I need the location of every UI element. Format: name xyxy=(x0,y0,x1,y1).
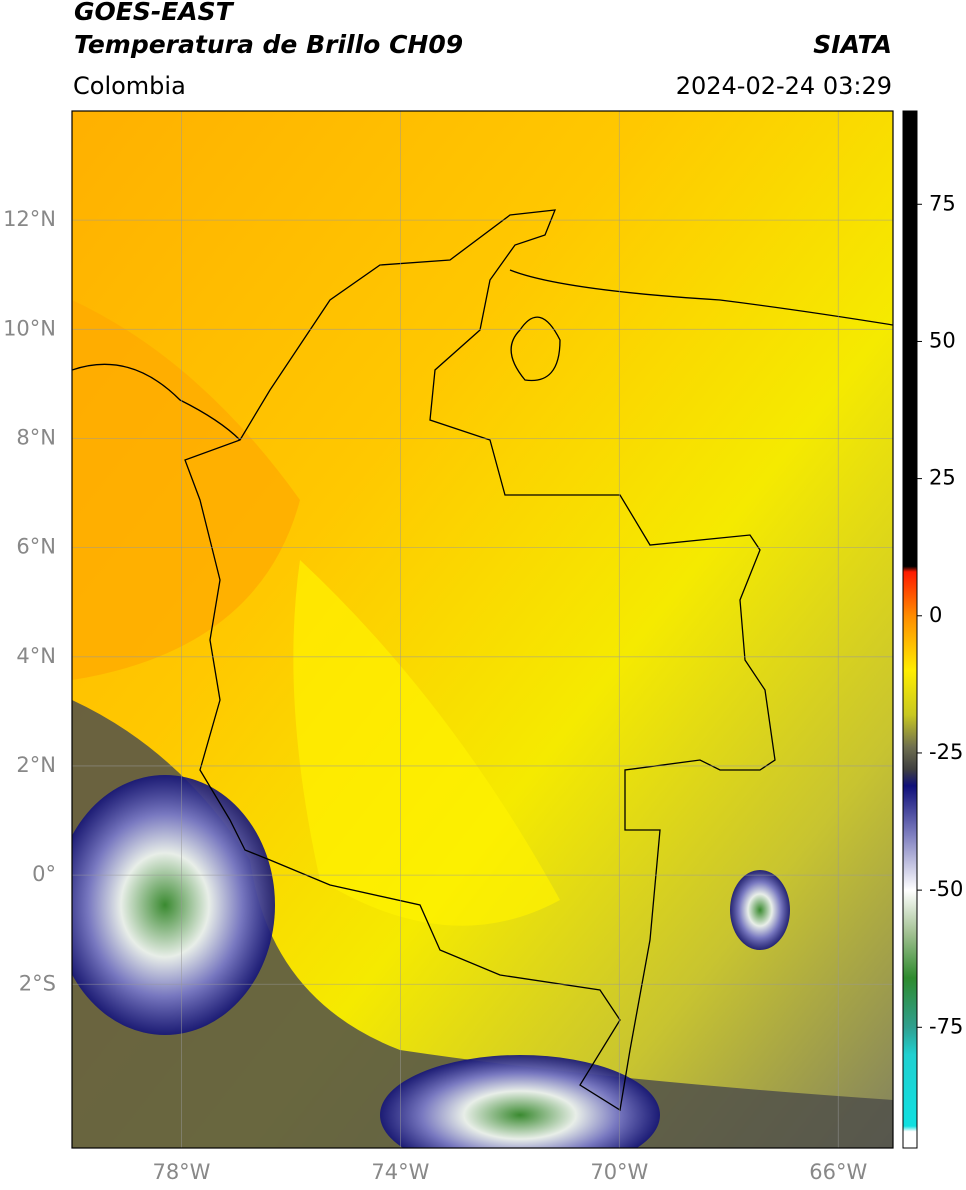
y-tick-label: 6°N xyxy=(16,535,56,559)
title: GOES-EAST xyxy=(74,0,235,26)
x-tick-label: 74°W xyxy=(371,1160,429,1184)
map-frame xyxy=(71,110,894,1149)
map-image xyxy=(72,111,893,1148)
y-tick-label: 0° xyxy=(32,862,56,886)
colorbar xyxy=(902,110,918,1149)
colorbar-tick-label: -25 xyxy=(929,740,963,764)
colorbar-tick-label: -50 xyxy=(929,877,963,901)
y-tick-label: 4°N xyxy=(16,644,56,668)
x-tick-label: 70°W xyxy=(590,1160,648,1184)
region: Colombia xyxy=(73,72,186,100)
timestamp: 2024-02-24 03:29 xyxy=(676,72,892,100)
colorbar-tick-label: 50 xyxy=(929,328,956,352)
colorbar-tick-label: 0 xyxy=(929,603,942,627)
y-tick-label: 10°N xyxy=(3,316,56,340)
y-tick-label: 8°N xyxy=(16,425,56,449)
source: SIATA xyxy=(813,30,892,59)
colorbar-tick-label: -75 xyxy=(929,1014,963,1038)
subtitle: Temperatura de Brillo CH09 xyxy=(74,30,463,59)
colorbar-tick-label: 25 xyxy=(929,466,956,490)
y-tick-label: 2°N xyxy=(16,753,56,777)
y-tick-label: 2°S xyxy=(19,971,56,995)
y-tick-label: 12°N xyxy=(3,207,56,231)
colorbar-tick-label: 75 xyxy=(929,191,956,215)
x-tick-label: 66°W xyxy=(809,1160,867,1184)
x-tick-label: 78°W xyxy=(152,1160,210,1184)
